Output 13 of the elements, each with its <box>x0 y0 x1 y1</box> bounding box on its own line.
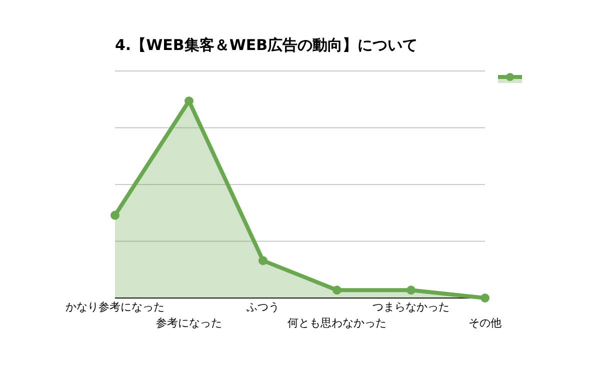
x-tick-label: かなり参考になった <box>66 300 164 314</box>
point <box>480 294 490 302</box>
x-tick-label: ふつう <box>246 301 280 314</box>
chart-title: 4.【WEB集客＆WEB広告の動向】について <box>115 36 418 54</box>
x-tick-label: つまらなかった <box>372 301 450 314</box>
point <box>258 256 268 266</box>
x-tick-label: 参考になった <box>156 316 222 330</box>
point <box>406 286 416 295</box>
point <box>110 210 120 220</box>
point <box>184 96 194 106</box>
x-tick-label: その他 <box>468 317 502 330</box>
x-tick-label: 何とも思わなかった <box>288 317 386 330</box>
point <box>332 286 342 295</box>
